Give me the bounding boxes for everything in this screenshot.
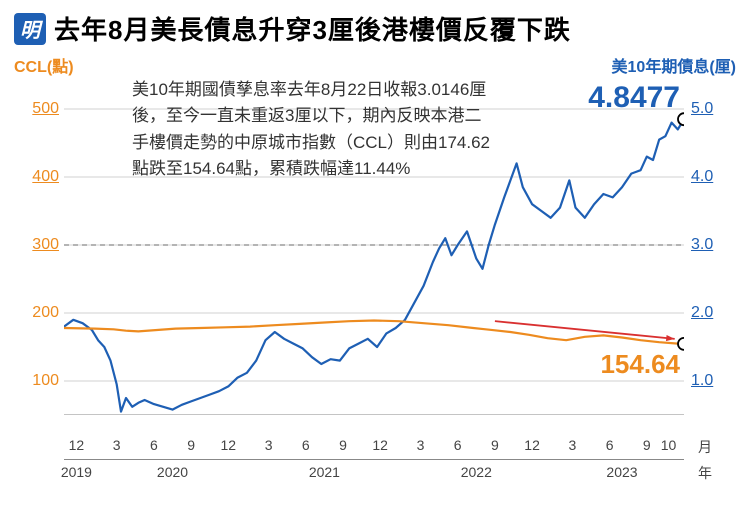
publisher-logo: 明 [14, 13, 46, 45]
right-tick: 5.0 [691, 100, 736, 118]
left-tick: 200 [14, 304, 59, 322]
x-month-tick: 6 [150, 437, 158, 453]
x-month-tick: 9 [643, 437, 651, 453]
left-axis-label: CCL(點) [14, 53, 74, 77]
x-year-tick: 2022 [461, 464, 492, 480]
right-tick: 4.0 [691, 168, 736, 186]
x-year-tick: 2020 [157, 464, 188, 480]
x-month-tick: 9 [491, 437, 499, 453]
x-month-tick: 12 [524, 437, 540, 453]
x-month-tick: 6 [302, 437, 310, 453]
x-month-tick: 9 [187, 437, 195, 453]
left-tick: 500 [14, 100, 59, 118]
x-month-tick: 12 [69, 437, 85, 453]
chart-description: 美10年期國債孳息率去年8月22日收報3.0146厘後，至今一直未重返3厘以下，… [132, 77, 492, 182]
x-month-tick: 9 [339, 437, 347, 453]
x-year-tick: 2019 [61, 464, 92, 480]
x-month-tick: 12 [372, 437, 388, 453]
x-axis-months: 12 3 6 9 12 3 6 9 12 3 6 9 12 3 6 9 10 [64, 437, 684, 457]
x-axis-unit-year: 年 [698, 463, 712, 483]
chart-container: 明 去年8月美長債息升穿3厘後港樓價反覆下跌 CCL(點) 美10年期債息(厘)… [0, 0, 750, 531]
x-month-tick: 3 [568, 437, 576, 453]
x-axis-unit-month: 月 [698, 437, 712, 457]
x-axis: 1236912369123691236910 20192020202120222… [64, 433, 684, 493]
x-month-tick: 6 [606, 437, 614, 453]
callout-us10y: 4.8477 [588, 81, 680, 115]
x-month-tick: 12 [221, 437, 237, 453]
header: 明 去年8月美長債息升穿3厘後港樓價反覆下跌 [14, 10, 736, 47]
x-year-tick: 2023 [606, 464, 637, 480]
left-tick: 400 [14, 168, 59, 186]
left-tick: 100 [14, 372, 59, 390]
x-month-tick: 3 [417, 437, 425, 453]
chart-area: CCL(點) 美10年期債息(厘) 100 200 300 400 500 1.0 2.0… [14, 53, 736, 493]
right-axis-label: 美10年期債息(厘) [612, 53, 736, 77]
callout-ccl: 154.64 [600, 349, 680, 380]
x-month-tick: 3 [113, 437, 121, 453]
x-month-tick: 6 [454, 437, 462, 453]
right-tick: 1.0 [691, 372, 736, 390]
right-tick: 2.0 [691, 304, 736, 322]
x-month-tick: 10 [661, 437, 677, 453]
chart-title: 去年8月美長債息升穿3厘後港樓價反覆下跌 [54, 10, 571, 47]
left-tick: 300 [14, 236, 59, 254]
x-axis-years: 2019 2020 2021 2022 2023 [64, 459, 684, 479]
x-month-tick: 3 [265, 437, 273, 453]
x-year-tick: 2021 [309, 464, 340, 480]
right-tick: 3.0 [691, 236, 736, 254]
